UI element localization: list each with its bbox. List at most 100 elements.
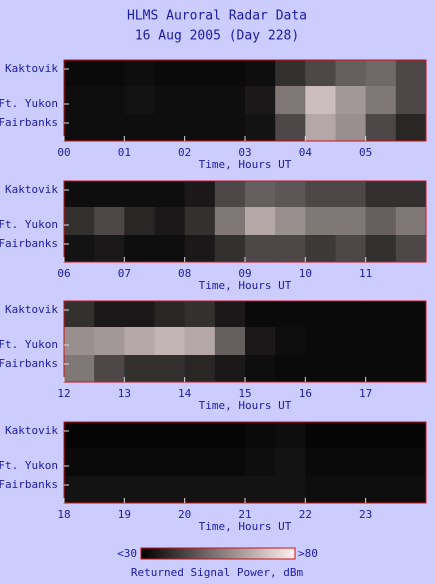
y-tick-label: Kaktovik	[5, 424, 58, 437]
x-tick-label: 21	[238, 508, 251, 521]
x-tick-label: 17	[359, 387, 372, 400]
x-tick-label: 23	[359, 508, 372, 521]
heat-cell	[335, 235, 366, 262]
heat-cell	[335, 355, 366, 382]
heat-cell	[64, 207, 95, 235]
heat-cell	[94, 235, 125, 262]
heat-cell	[184, 355, 216, 382]
y-tick-label: Ft. Yukon	[0, 338, 58, 351]
heat-cell	[184, 114, 216, 141]
heat-cell	[275, 301, 306, 327]
heat-cell	[184, 60, 216, 86]
heat-cell	[154, 207, 185, 235]
heat-cell	[305, 476, 336, 503]
heat-cell	[305, 60, 336, 86]
heat-cell	[245, 327, 276, 355]
y-tick-label: Kaktovik	[5, 183, 58, 196]
heat-cell	[245, 60, 276, 86]
x-tick-label: 09	[238, 267, 251, 280]
x-tick-label: 03	[238, 146, 251, 159]
heat-cell	[305, 181, 336, 207]
heat-cell	[365, 355, 397, 382]
heat-cell	[395, 448, 427, 476]
y-tick-label: Kaktovik	[5, 303, 58, 316]
x-tick-label: 02	[178, 146, 191, 159]
x-tick-label: 18	[57, 508, 70, 521]
y-tick-label: Fairbanks	[0, 357, 58, 370]
heat-cell	[305, 86, 336, 114]
heat-cell	[94, 476, 125, 503]
heat-cell	[154, 476, 185, 503]
heat-cell	[64, 114, 95, 141]
heat-cell	[275, 235, 306, 262]
heat-cell	[245, 181, 276, 207]
heat-cell	[184, 327, 216, 355]
x-tick-label: 01	[118, 146, 131, 159]
heat-cell	[245, 207, 276, 235]
heat-cell	[154, 181, 185, 207]
heat-cell	[395, 235, 427, 262]
heat-cell	[395, 355, 427, 382]
heat-cell	[124, 301, 155, 327]
x-tick-label: 16	[299, 387, 312, 400]
heat-cell	[214, 448, 246, 476]
colorbar-label: Returned Signal Power, dBm	[131, 566, 304, 579]
heat-cell	[214, 60, 246, 86]
heat-cell	[94, 86, 125, 114]
x-tick-label: 07	[118, 267, 131, 280]
heat-cell	[64, 327, 95, 355]
heat-cell	[184, 235, 216, 262]
heat-cell	[275, 327, 306, 355]
heat-cell	[365, 448, 397, 476]
heat-cell	[365, 235, 397, 262]
heat-cell	[214, 422, 246, 448]
heat-cell	[214, 207, 246, 235]
x-tick-label: 04	[299, 146, 313, 159]
heat-cell	[94, 355, 125, 382]
heat-cell	[395, 301, 427, 327]
heat-cell	[365, 301, 397, 327]
heat-cell	[305, 422, 336, 448]
heat-cell	[94, 301, 125, 327]
y-tick-label: Ft. Yukon	[0, 218, 58, 231]
heat-cell	[124, 86, 155, 114]
heat-cell	[64, 476, 95, 503]
heat-cell	[124, 327, 155, 355]
heat-cell	[275, 86, 306, 114]
heat-cell	[64, 355, 95, 382]
heat-cell	[214, 327, 246, 355]
heat-cell	[124, 422, 155, 448]
heat-cell	[94, 422, 125, 448]
heat-cell	[365, 86, 397, 114]
heat-cell	[124, 476, 155, 503]
heat-cell	[154, 114, 185, 141]
heat-cell	[94, 448, 125, 476]
heat-cell	[154, 301, 185, 327]
heat-cell	[395, 476, 427, 503]
x-axis-label: Time, Hours UT	[199, 158, 292, 171]
heat-cell	[365, 114, 397, 141]
heat-cell	[305, 114, 336, 141]
heat-cell	[214, 355, 246, 382]
heat-cell	[64, 422, 95, 448]
heat-cell	[305, 327, 336, 355]
heat-cell	[94, 60, 125, 86]
colorbar	[140, 547, 296, 560]
heat-cell	[245, 422, 276, 448]
heat-cell	[94, 207, 125, 235]
x-axis-label: Time, Hours UT	[199, 399, 292, 412]
heat-cell	[184, 422, 216, 448]
heat-cell	[245, 301, 276, 327]
x-tick-label: 05	[359, 146, 372, 159]
heat-cell	[64, 448, 95, 476]
heat-cell	[365, 181, 397, 207]
heat-cell	[94, 114, 125, 141]
heat-cell	[184, 86, 216, 114]
heat-cell	[245, 355, 276, 382]
heat-cell	[214, 235, 246, 262]
heat-cell	[275, 60, 306, 86]
heat-cell	[154, 422, 185, 448]
heat-cell	[395, 181, 427, 207]
heat-cell	[245, 235, 276, 262]
heat-cell	[154, 235, 185, 262]
